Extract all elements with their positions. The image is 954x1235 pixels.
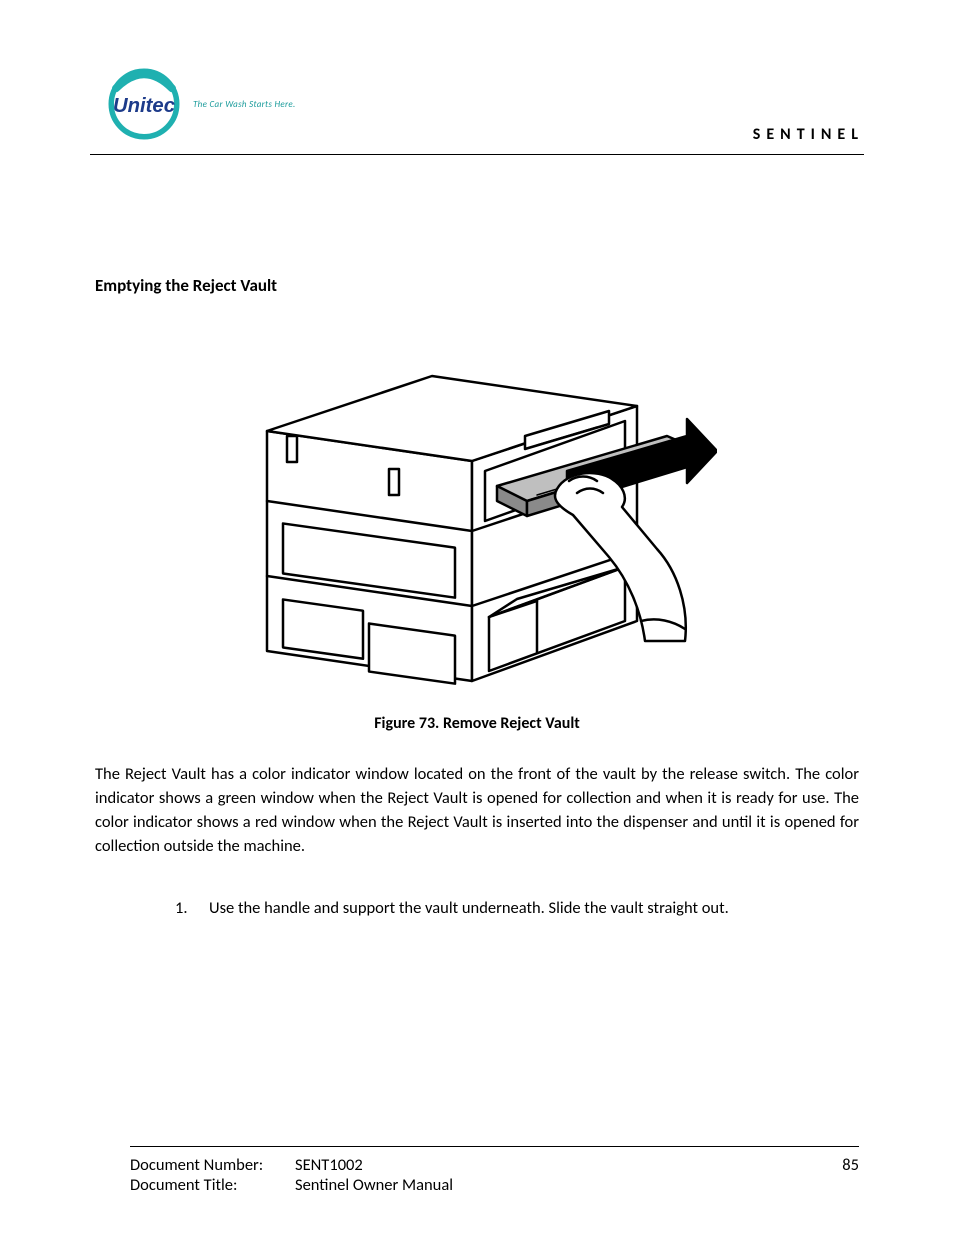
footer-doc-title-label: Document Title: — [130, 1175, 295, 1195]
footer-doc-number-label: Document Number: — [130, 1155, 295, 1175]
figure-illustration-icon — [237, 321, 717, 691]
list-item: 1. Use the handle and support the vault … — [95, 897, 859, 921]
footer-doc-title-value: Sentinel Owner Manual — [295, 1175, 453, 1195]
logo-tagline: The Car Wash Starts Here. — [193, 99, 296, 110]
page: Unitec The Car Wash Starts Here. SENTINE… — [0, 0, 954, 1235]
page-number: 85 — [842, 1155, 859, 1175]
page-content: Emptying the Reject Vault — [95, 275, 859, 921]
footer-doc-title: Document Title: Sentinel Owner Manual — [130, 1175, 859, 1195]
logo-text: Unitec — [113, 95, 175, 117]
figure-caption: Figure 73. Remove Reject Vault — [95, 714, 859, 733]
list-item-text: Use the handle and support the vault und… — [209, 897, 729, 921]
page-footer: Document Number: SENT1002 Document Title… — [130, 1146, 859, 1195]
footer-doc-number: Document Number: SENT1002 — [130, 1155, 859, 1175]
page-header: Unitec The Car Wash Starts Here. SENTINE… — [90, 65, 864, 155]
logo: Unitec The Car Wash Starts Here. — [105, 65, 296, 143]
list-item-number: 1. — [175, 897, 209, 921]
logo-mark-icon: Unitec — [105, 65, 183, 143]
header-product-name: SENTINEL — [753, 125, 864, 144]
section-heading: Emptying the Reject Vault — [95, 275, 859, 296]
figure — [95, 321, 859, 696]
body-paragraph: The Reject Vault has a color indicator w… — [95, 763, 859, 859]
footer-doc-number-value: SENT1002 — [295, 1155, 363, 1175]
